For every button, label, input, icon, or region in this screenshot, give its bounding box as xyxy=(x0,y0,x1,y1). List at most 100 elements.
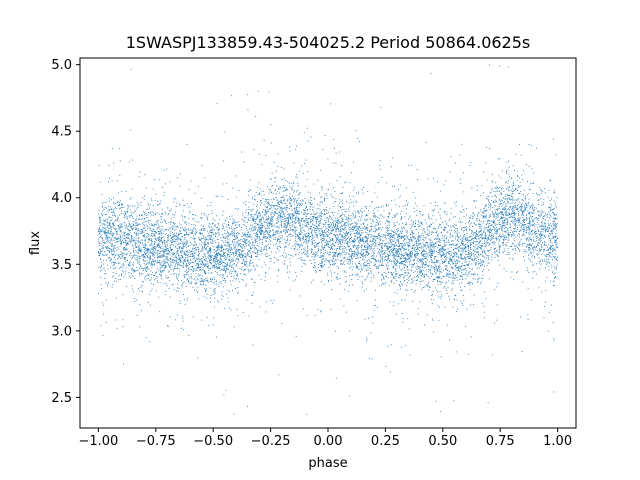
data-point xyxy=(165,256,167,258)
data-point xyxy=(361,229,363,231)
data-point xyxy=(145,279,147,281)
data-point xyxy=(332,162,334,164)
data-point xyxy=(204,272,206,274)
data-point xyxy=(207,266,209,268)
data-point xyxy=(442,240,444,241)
data-point xyxy=(468,265,470,267)
data-point xyxy=(525,206,527,208)
data-point xyxy=(432,250,434,252)
data-point xyxy=(201,258,203,260)
data-point xyxy=(188,267,190,269)
data-point xyxy=(110,230,112,232)
data-point xyxy=(132,237,134,239)
data-point xyxy=(492,207,494,209)
data-point xyxy=(176,247,178,249)
data-point xyxy=(105,241,107,243)
data-point xyxy=(147,204,149,206)
data-point xyxy=(264,221,266,223)
data-point xyxy=(190,276,192,278)
data-point xyxy=(158,227,160,228)
data-point xyxy=(330,193,332,195)
data-point xyxy=(417,248,419,250)
data-point xyxy=(364,279,366,281)
data-point xyxy=(530,231,532,233)
data-point xyxy=(156,246,158,248)
data-point xyxy=(357,137,359,139)
data-point xyxy=(185,234,187,236)
data-point xyxy=(179,233,181,234)
data-point xyxy=(493,289,495,290)
data-point xyxy=(324,226,326,228)
data-point xyxy=(275,226,277,228)
data-point xyxy=(103,231,105,233)
data-point xyxy=(440,190,442,192)
data-point xyxy=(223,261,225,263)
data-point xyxy=(366,228,368,229)
data-point xyxy=(301,218,303,219)
data-point xyxy=(507,201,509,203)
data-point xyxy=(256,224,258,226)
data-point xyxy=(243,241,245,243)
data-point xyxy=(378,237,380,239)
data-point xyxy=(452,273,454,275)
data-point xyxy=(424,264,426,266)
data-point xyxy=(305,218,307,220)
data-point xyxy=(360,238,361,240)
data-point xyxy=(182,250,184,252)
data-point xyxy=(299,233,301,235)
data-point xyxy=(253,214,255,216)
data-point xyxy=(507,194,509,196)
data-point xyxy=(250,262,252,264)
data-point xyxy=(158,261,159,263)
data-point xyxy=(133,298,135,300)
data-point xyxy=(168,250,170,252)
data-point xyxy=(368,265,370,267)
data-point xyxy=(553,273,555,275)
data-point xyxy=(152,248,154,250)
data-point xyxy=(345,253,347,255)
data-point xyxy=(547,227,549,228)
data-point xyxy=(320,249,322,251)
data-point xyxy=(457,249,459,251)
data-point xyxy=(221,255,223,257)
data-point xyxy=(532,225,534,227)
data-point xyxy=(382,265,384,266)
data-point xyxy=(111,148,113,150)
data-point xyxy=(205,291,207,293)
data-point xyxy=(203,238,205,240)
data-point xyxy=(332,243,334,245)
data-point xyxy=(212,222,214,224)
data-point xyxy=(534,207,536,208)
data-point xyxy=(385,258,387,260)
data-point xyxy=(400,236,402,238)
data-point xyxy=(516,244,518,246)
data-point xyxy=(331,239,333,241)
data-point xyxy=(151,261,153,263)
data-point xyxy=(386,182,388,184)
data-point xyxy=(228,250,230,252)
data-point xyxy=(117,237,119,239)
data-point xyxy=(246,239,248,241)
data-point xyxy=(270,211,272,213)
data-point xyxy=(315,232,317,234)
data-point xyxy=(417,221,419,223)
data-point xyxy=(285,239,287,241)
data-point xyxy=(157,276,159,278)
data-point xyxy=(396,247,398,249)
data-point xyxy=(278,189,280,190)
data-point xyxy=(468,264,470,266)
data-point xyxy=(149,244,151,246)
data-point xyxy=(134,242,136,244)
data-point xyxy=(403,267,405,269)
data-point xyxy=(149,280,151,282)
data-point xyxy=(478,224,480,226)
data-point xyxy=(370,332,372,334)
data-point xyxy=(228,243,230,245)
data-point xyxy=(226,275,228,277)
data-point xyxy=(224,262,226,264)
data-point xyxy=(297,253,299,255)
data-point xyxy=(263,237,265,239)
data-point xyxy=(167,213,169,215)
data-point xyxy=(122,213,124,215)
data-point xyxy=(412,259,414,261)
